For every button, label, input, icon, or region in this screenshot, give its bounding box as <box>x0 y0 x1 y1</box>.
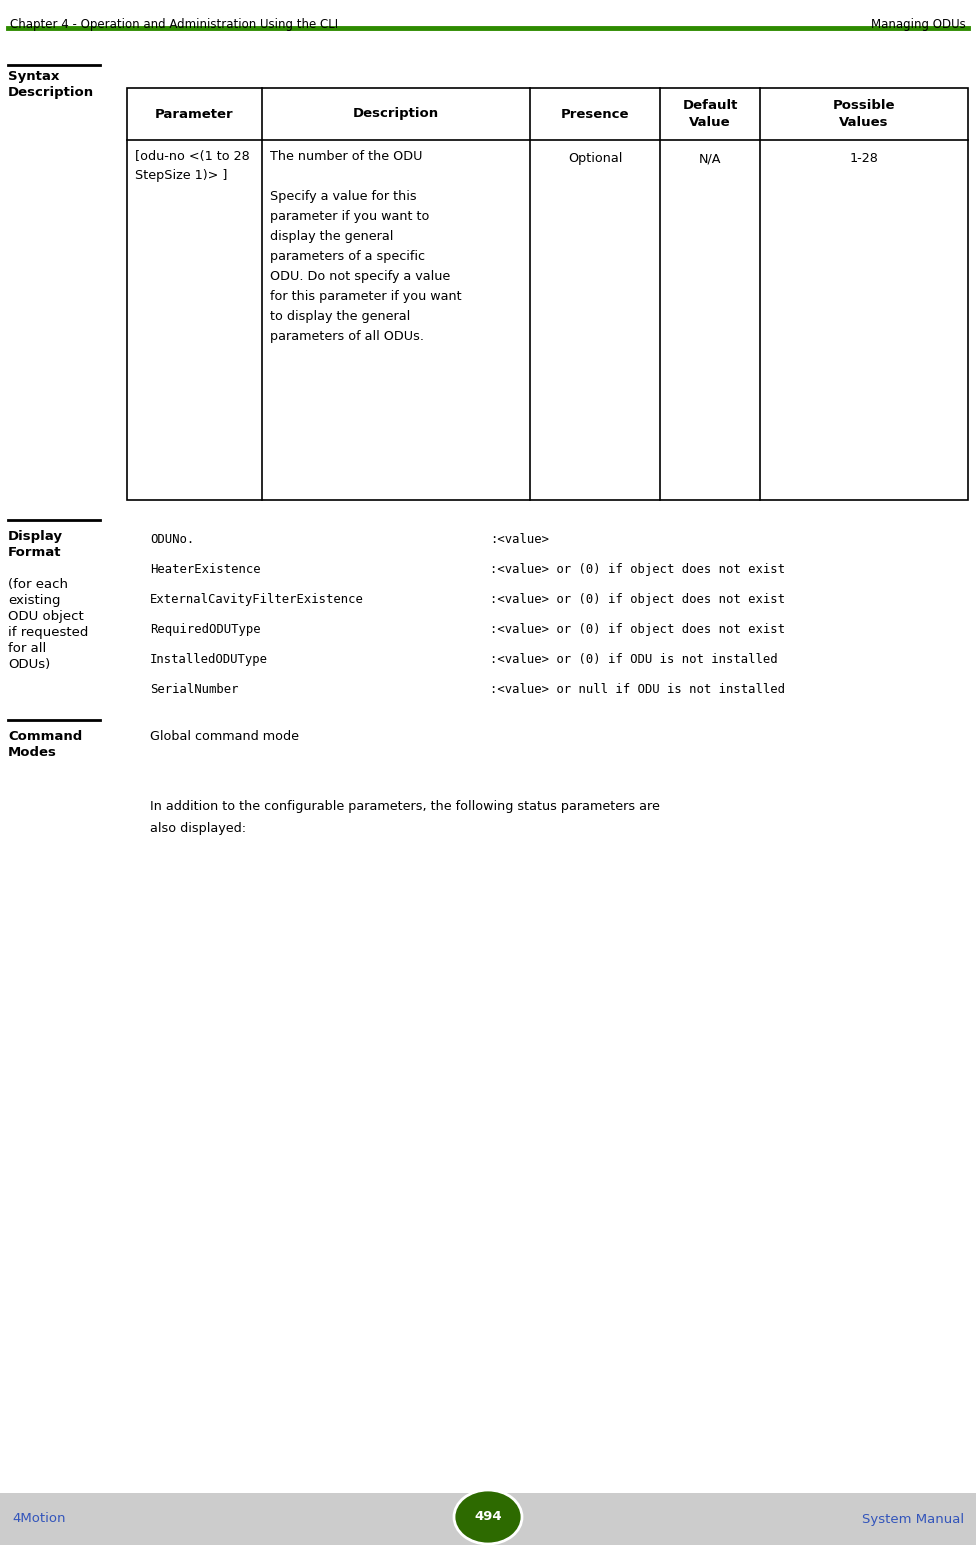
Text: Chapter 4 - Operation and Administration Using the CLI: Chapter 4 - Operation and Administration… <box>10 19 338 31</box>
Text: SerialNumber: SerialNumber <box>150 683 238 695</box>
Text: ODUNo.: ODUNo. <box>150 533 194 545</box>
Text: :<value>: :<value> <box>490 533 549 545</box>
Text: System Manual: System Manual <box>862 1513 964 1525</box>
Text: display the general: display the general <box>270 230 393 243</box>
Text: 4Motion: 4Motion <box>12 1513 65 1525</box>
Text: In addition to the configurable parameters, the following status parameters are: In addition to the configurable paramete… <box>150 800 660 813</box>
Text: N/A: N/A <box>699 151 721 165</box>
Text: Syntax: Syntax <box>8 70 60 83</box>
Text: parameters of a specific: parameters of a specific <box>270 250 425 263</box>
Text: Description: Description <box>353 108 439 121</box>
Text: RequiredODUType: RequiredODUType <box>150 623 261 637</box>
Text: Format: Format <box>8 545 61 559</box>
Bar <box>0 1492 976 1545</box>
Text: if requested: if requested <box>8 626 89 640</box>
Text: also displayed:: also displayed: <box>150 822 246 834</box>
Text: Presence: Presence <box>561 108 630 121</box>
Text: existing: existing <box>8 593 61 607</box>
Text: Display: Display <box>8 530 63 542</box>
Text: The number of the ODU: The number of the ODU <box>270 150 423 164</box>
Text: Managing ODUs: Managing ODUs <box>872 19 966 31</box>
Text: InstalledODUType: InstalledODUType <box>150 654 268 666</box>
Ellipse shape <box>454 1489 522 1543</box>
Bar <box>127 88 968 501</box>
Text: HeaterExistence: HeaterExistence <box>150 562 261 576</box>
Text: parameters of all ODUs.: parameters of all ODUs. <box>270 331 424 343</box>
Text: :<value> or (0) if object does not exist: :<value> or (0) if object does not exist <box>490 623 785 637</box>
Text: Modes: Modes <box>8 746 57 759</box>
Text: Possible
Values: Possible Values <box>833 99 895 128</box>
Text: 494: 494 <box>474 1511 502 1523</box>
Text: ODU. Do not specify a value: ODU. Do not specify a value <box>270 270 450 283</box>
Text: Global command mode: Global command mode <box>150 729 299 743</box>
Text: ODUs): ODUs) <box>8 658 50 671</box>
Text: Parameter: Parameter <box>155 108 234 121</box>
Text: Default
Value: Default Value <box>682 99 738 128</box>
Text: :<value> or (0) if object does not exist: :<value> or (0) if object does not exist <box>490 562 785 576</box>
Text: :<value> or null if ODU is not installed: :<value> or null if ODU is not installed <box>490 683 785 695</box>
Text: :<value> or (0) if object does not exist: :<value> or (0) if object does not exist <box>490 593 785 606</box>
Text: ODU object: ODU object <box>8 610 84 623</box>
Text: Optional: Optional <box>568 151 622 165</box>
Text: Specify a value for this: Specify a value for this <box>270 190 417 202</box>
Text: (for each: (for each <box>8 578 68 592</box>
Text: Command: Command <box>8 729 82 743</box>
Text: for this parameter if you want: for this parameter if you want <box>270 290 462 303</box>
Text: parameter if you want to: parameter if you want to <box>270 210 429 222</box>
Text: for all: for all <box>8 643 46 655</box>
Text: :<value> or (0) if ODU is not installed: :<value> or (0) if ODU is not installed <box>490 654 778 666</box>
Text: [odu-no <(1 to 28
StepSize 1)> ]: [odu-no <(1 to 28 StepSize 1)> ] <box>135 150 250 182</box>
Text: Description: Description <box>8 87 94 99</box>
Text: ExternalCavityFilterExistence: ExternalCavityFilterExistence <box>150 593 364 606</box>
Text: 1-28: 1-28 <box>849 151 878 165</box>
Text: to display the general: to display the general <box>270 311 410 323</box>
